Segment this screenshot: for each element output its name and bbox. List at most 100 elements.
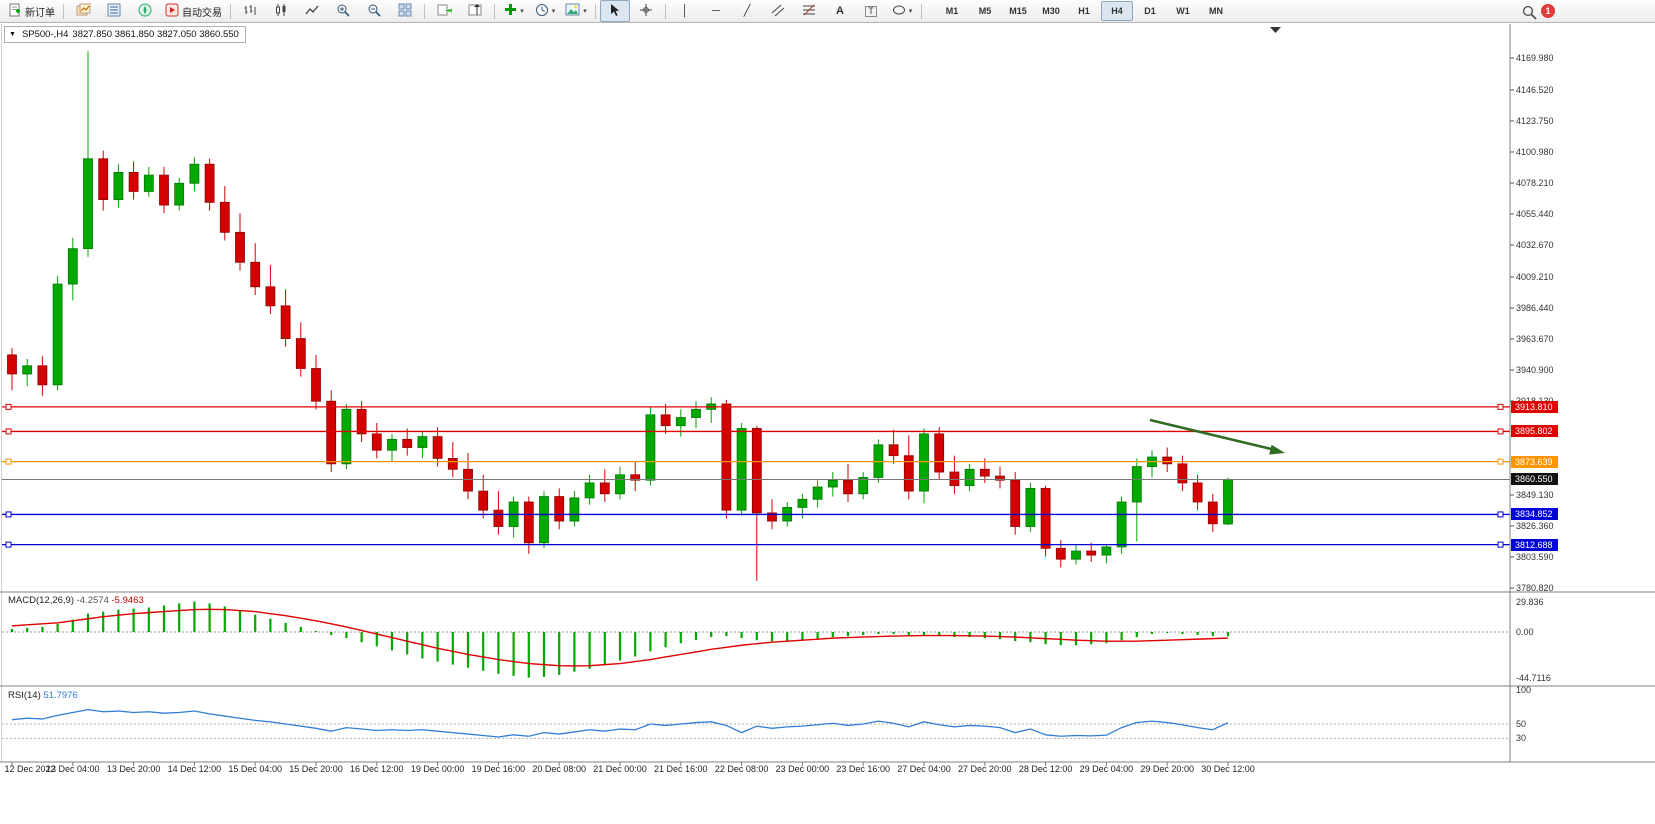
zoom-in-button[interactable] (328, 0, 358, 22)
search-button[interactable] (1514, 3, 1544, 25)
periods-button[interactable]: ▾ (530, 0, 560, 22)
time-tick-label: 13 Dec 20:00 (106, 764, 161, 774)
new-order-label: 新订单 (25, 7, 55, 19)
rsi-pane-splitter[interactable] (0, 684, 1655, 689)
price-line-badge: 3812.688 (1511, 538, 1558, 551)
zoom-out-button[interactable] (359, 0, 389, 22)
candle-body (265, 286, 276, 307)
candle-body (979, 468, 990, 477)
candle-body (417, 436, 428, 448)
timeframe-button-d1[interactable]: D1 (1144, 6, 1156, 16)
toolbar-separator (230, 3, 231, 19)
price-tick-label: 3849.130 (1516, 489, 1554, 500)
arrow-annotation-line[interactable] (1149, 418, 1274, 451)
timeframe-button-m15[interactable]: M15 (1009, 6, 1027, 16)
new-chart-button[interactable] (68, 0, 98, 22)
line-handle[interactable] (5, 541, 12, 548)
line-handle[interactable] (1497, 458, 1504, 465)
templates-button[interactable]: ▾ (561, 0, 591, 22)
price-axis[interactable] (1510, 24, 1655, 762)
candles-chart-button[interactable] (266, 0, 296, 22)
crosshair-icon (639, 3, 653, 20)
candle-body (159, 174, 169, 206)
line-handle[interactable] (5, 428, 12, 435)
timeframe-button-w1[interactable]: W1 (1176, 6, 1190, 16)
rsi-indicator-name: RSI(14) (8, 690, 41, 701)
fibonacci-button[interactable] (794, 0, 824, 22)
price-tick-label: 4123.750 (1516, 115, 1554, 126)
rsi-pane-label: RSI(14) 51.7976 (8, 690, 78, 701)
timeframe-button-m5[interactable]: M5 (978, 6, 992, 16)
price-tick-label: 4009.210 (1516, 271, 1554, 282)
zoom-out-icon (367, 3, 381, 20)
time-tick-label: 19 Dec 16:00 (471, 764, 526, 774)
label-tool-icon: T (865, 5, 877, 17)
line-handle[interactable] (5, 458, 12, 465)
price-tick-label: 3803.590 (1516, 552, 1554, 563)
indicators-button[interactable]: ▾ (499, 0, 529, 22)
text-button[interactable]: A (825, 0, 855, 22)
label-button[interactable]: T (856, 0, 886, 22)
candle-body (675, 417, 686, 427)
line-handle[interactable] (1497, 511, 1504, 518)
line-chart-icon (305, 3, 319, 20)
line-chart-button[interactable] (297, 0, 327, 22)
candle-body (128, 171, 139, 192)
navigator-button[interactable] (130, 0, 160, 22)
horizontal-line-button[interactable]: ─ (701, 0, 731, 22)
timeframe-button-h1[interactable]: H1 (1078, 6, 1090, 16)
candle-body (1025, 487, 1036, 527)
candle-body (1071, 550, 1081, 560)
timeframe-button-h4[interactable]: H4 (1101, 1, 1133, 21)
timeframe-button-m30[interactable]: M30 (1042, 6, 1060, 16)
line-handle[interactable] (1497, 541, 1504, 548)
price-line-badge: 3834.852 (1511, 508, 1558, 521)
rsi-axis-label: 30 (1516, 733, 1527, 744)
timeframe-button-m1[interactable]: M1 (945, 6, 959, 16)
candle-body (1055, 547, 1066, 560)
line-handle[interactable] (5, 511, 12, 518)
cursor-arrow-icon (609, 3, 621, 20)
one-click-trading-toggle[interactable]: ▼ (9, 31, 16, 38)
algo-trading-button[interactable]: 自动交易 (161, 0, 226, 22)
candle-body (7, 354, 17, 375)
candle-body (189, 163, 200, 184)
cursor-button[interactable] (600, 0, 630, 22)
time-tick-label: 19 Dec 00:00 (410, 764, 465, 774)
bars-chart-button[interactable] (235, 0, 265, 22)
line-handle[interactable] (1497, 403, 1504, 410)
shapes-button[interactable]: ▾ (887, 0, 917, 22)
arrow-annotation-head[interactable] (1269, 444, 1285, 455)
candle-body (280, 305, 291, 339)
macd-signal-value: -5.9463 (111, 595, 144, 606)
rsi-value: 51.7976 (43, 690, 78, 701)
candle-body (402, 438, 413, 448)
candle-body (1086, 550, 1097, 556)
chart-title-box: ▼ SP500-,H4 3827.850 3861.850 3827.050 3… (4, 26, 246, 43)
time-tick-label: 20 Dec 08:00 (532, 764, 586, 774)
channel-button[interactable] (763, 0, 793, 22)
time-tick-label: 29 Dec 04:00 (1079, 764, 1134, 774)
auto-scroll-button[interactable] (429, 0, 459, 22)
timeframe-button-mn[interactable]: MN (1209, 6, 1223, 16)
candle-body (858, 477, 869, 495)
notification-badge[interactable]: 1 (1541, 4, 1555, 18)
line-handle[interactable] (5, 403, 12, 410)
time-tick-label: 29 Dec 20:00 (1140, 764, 1194, 774)
line-handle[interactable] (1497, 428, 1504, 435)
candle-body (52, 283, 63, 386)
vertical-line-button[interactable]: │ (670, 0, 700, 22)
macd-pane-splitter[interactable] (0, 590, 1655, 595)
tile-windows-button[interactable] (390, 0, 420, 22)
price-tick-label: 4169.980 (1516, 53, 1554, 63)
chart-shift-button[interactable] (460, 0, 490, 22)
new-order-button[interactable]: 新订单 (4, 0, 59, 22)
trendline-button[interactable]: ╱ (732, 0, 762, 22)
crosshair-button[interactable] (631, 0, 661, 22)
rsi-line (11, 708, 1229, 738)
chart-shift-marker[interactable] (1270, 27, 1281, 33)
price-line-badge: 3860.550 (1511, 473, 1558, 486)
market-watch-button[interactable] (99, 0, 129, 22)
candle-body (751, 428, 762, 514)
